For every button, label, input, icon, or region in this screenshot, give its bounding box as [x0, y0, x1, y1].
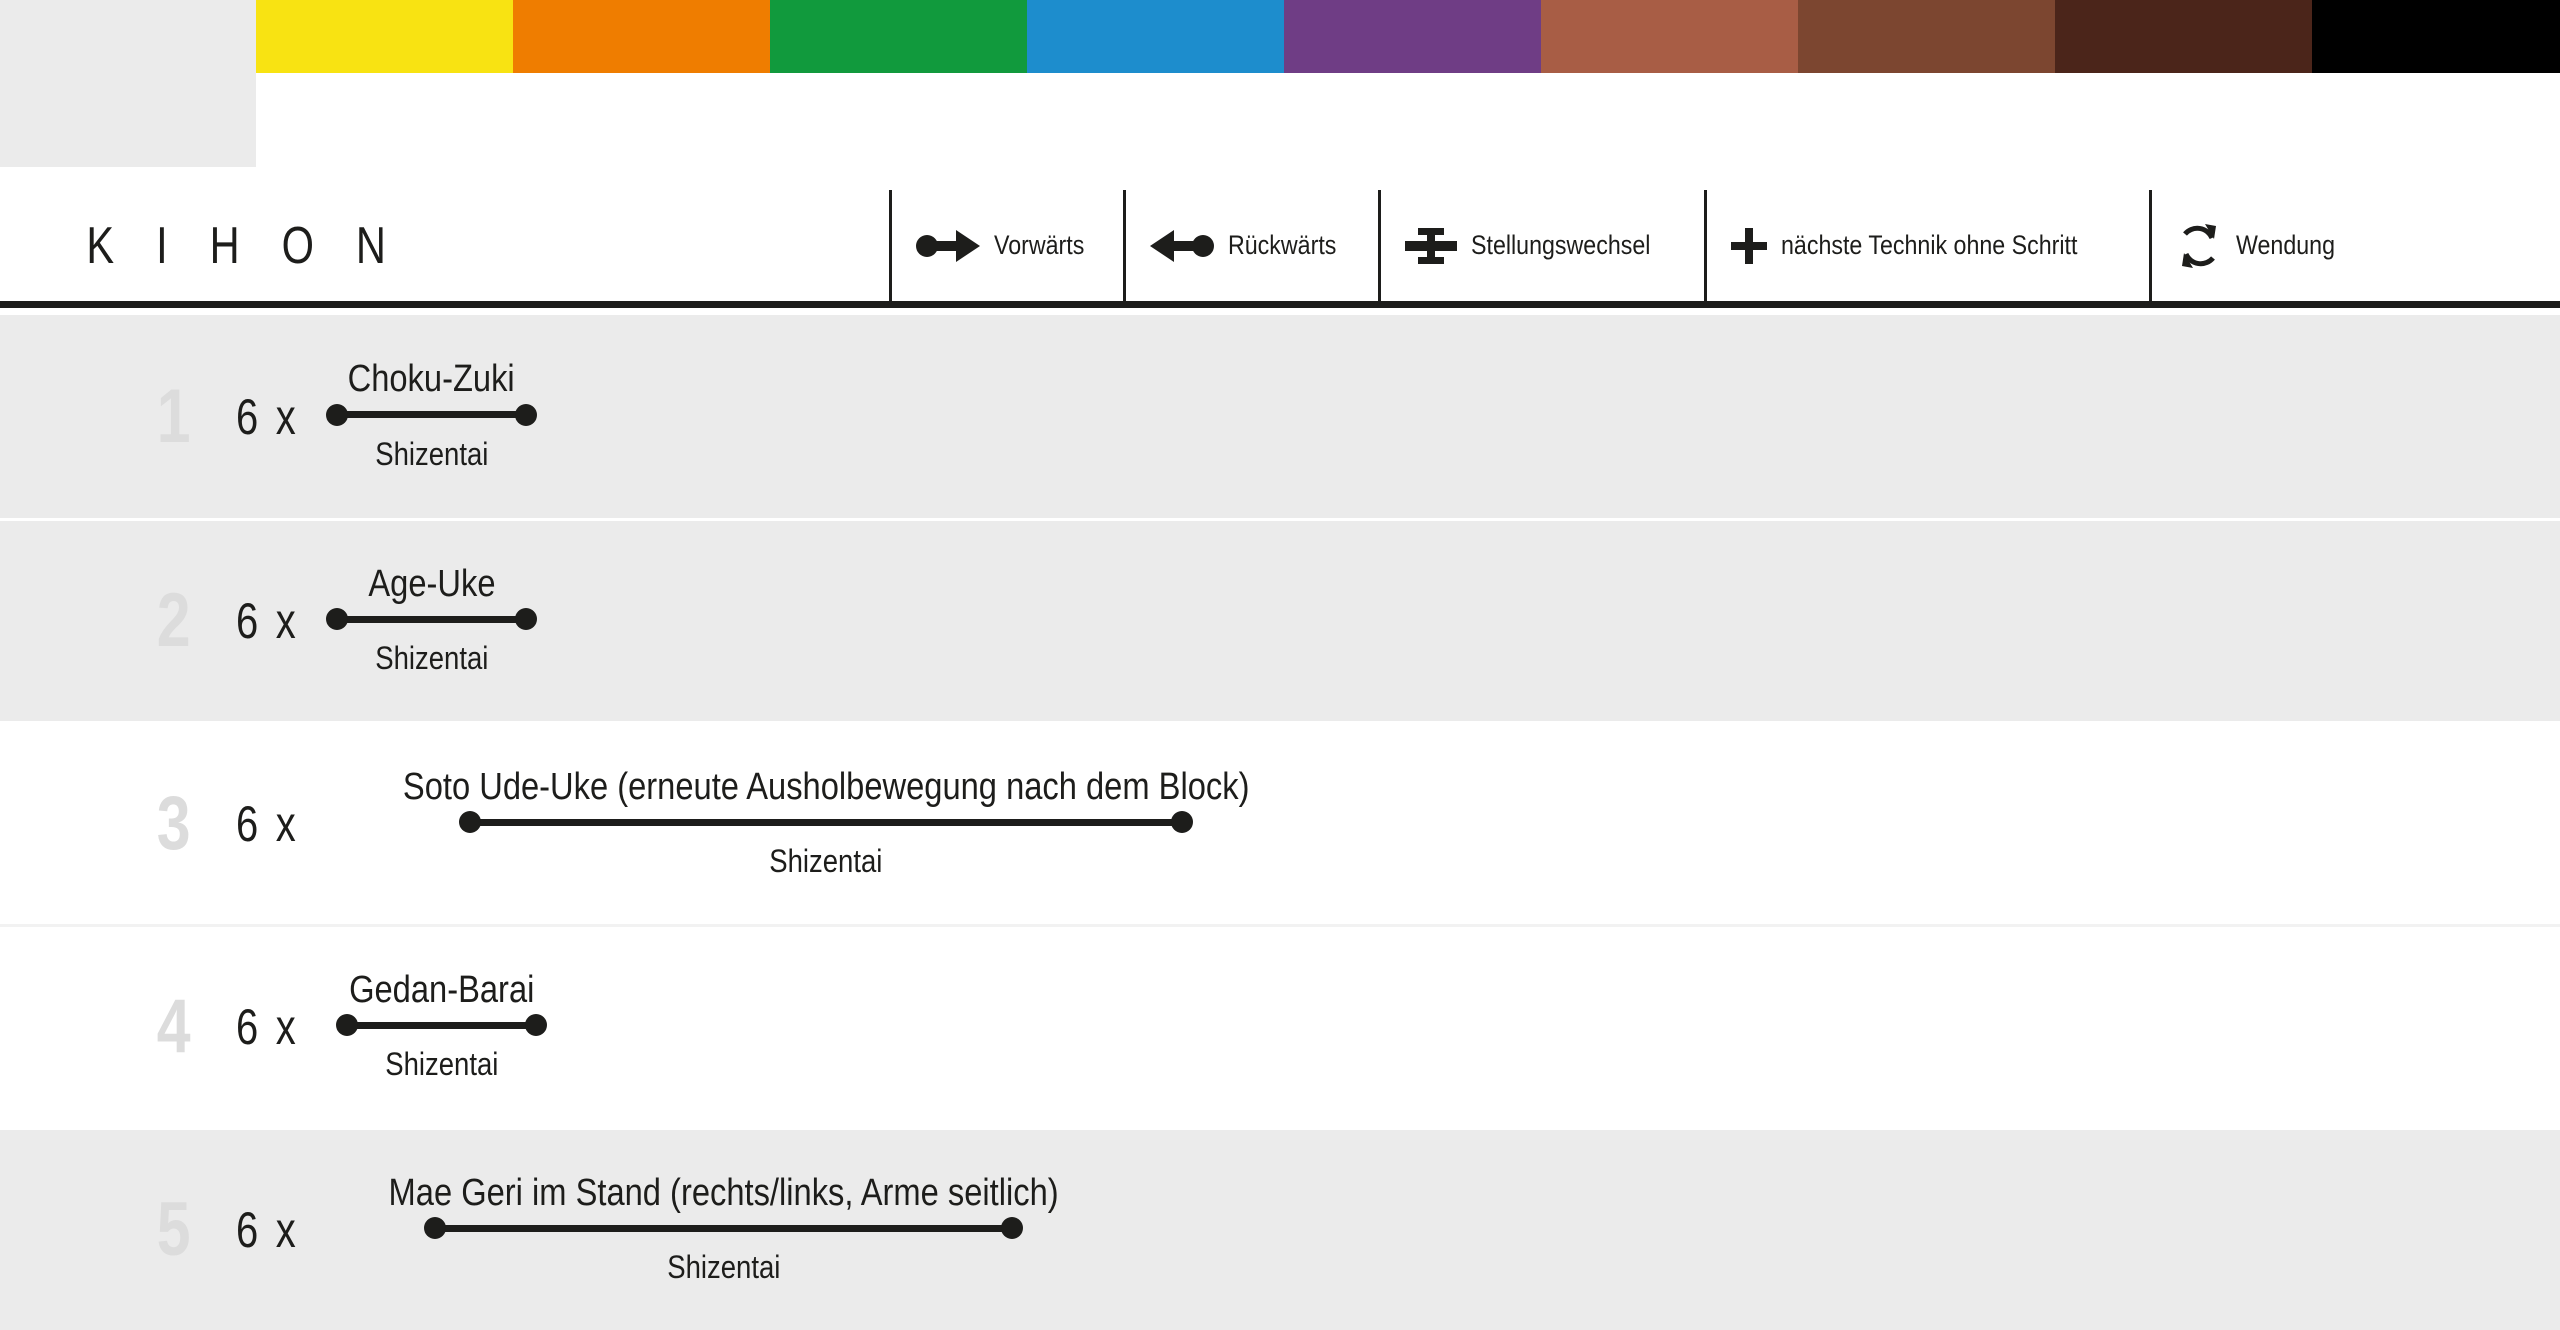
exercise-repetitions: 6 x [236, 796, 299, 852]
legend: Vorwärts Rückwärts Stellungswechsel nächste… [889, 190, 2376, 301]
legend-item-arrow-left: Rückwärts [1123, 190, 1378, 301]
stance-label: Shizentai [385, 1046, 499, 1083]
technique-label: Gedan-Barai [349, 968, 535, 1011]
legend-item-plus: nächste Technik ohne Schritt [1703, 190, 2150, 301]
exercise-row: 5 6 x Mae Geri im Stand (rechts/links, Arm… [0, 1127, 2560, 1330]
sequence-bar-line [432, 1224, 1016, 1232]
exercise-row: 3 6 x Soto Ude-Uke (erneute Ausholbewegung… [0, 721, 2560, 924]
exercise-sequence: Choku-Zuki Shizentai [326, 358, 537, 473]
legend-item-label: Rückwärts [1228, 230, 1337, 260]
dark-brown-belt-swatch [2055, 0, 2312, 73]
sequence-start-dot [424, 1217, 447, 1240]
exercise-number: 4 [156, 984, 191, 1069]
exercise-number: 3 [156, 781, 191, 866]
exercise-sequence: Age-Uke Shizentai [326, 562, 537, 678]
belt-color-band [0, 0, 2560, 167]
arrow-left-icon [1150, 228, 1215, 264]
orange-belt-swatch [513, 0, 770, 73]
exercise-row: 4 6 x Gedan-Barai Shizentai [0, 924, 2560, 1127]
sequence-end-dot [515, 608, 537, 631]
sequence-end-dot [515, 403, 537, 426]
sequence-end-dot [1001, 1217, 1024, 1240]
sequence-bar-line [467, 818, 1186, 826]
light-brown-belt-swatch [1541, 0, 1798, 73]
sequence-bar-line [344, 1021, 540, 1029]
purple-belt-swatch [1284, 0, 1541, 73]
exercise-number: 2 [156, 578, 191, 663]
sequence-bar [326, 608, 537, 631]
exercise-sequence: Soto Ude-Uke (erneute Ausholbewegung nac… [334, 765, 1318, 881]
sequence-bar [424, 1217, 1024, 1240]
technique-label: Choku-Zuki [347, 358, 516, 401]
sequence-start-dot [459, 811, 482, 834]
stance-label: Shizentai [667, 1249, 781, 1286]
exercise-number: 5 [156, 1187, 191, 1272]
kihon-header-bar: K I H O N Vorwärts Rückwärts Stellungswech… [0, 190, 2560, 308]
exercise-repetitions: 6 x [236, 999, 299, 1055]
exercise-repetitions: 6 x [236, 388, 299, 445]
black-belt-swatch [2312, 0, 2560, 73]
page-title: K I H O N [86, 216, 402, 275]
plus-icon [1730, 227, 1767, 264]
legend-item-label: Vorwärts [994, 230, 1085, 260]
blue-belt-swatch [1027, 0, 1284, 73]
medium-brown-belt-swatch [1798, 0, 2055, 73]
sequence-bar-line [334, 615, 529, 623]
corner-block [0, 0, 256, 167]
legend-item-rotate: Wendung [2149, 190, 2375, 301]
sequence-start-dot [336, 1014, 359, 1037]
exercise-number: 1 [156, 373, 191, 459]
legend-item-label: Stellungswechsel [1471, 230, 1651, 260]
stance-label: Shizentai [374, 640, 489, 677]
rotate-icon [2176, 222, 2222, 270]
green-belt-swatch [770, 0, 1027, 73]
sequence-end-dot [525, 1014, 548, 1037]
sequence-bar [459, 811, 1194, 834]
sequence-bar-line [334, 411, 529, 419]
exercise-repetitions: 6 x [236, 593, 299, 649]
arrow-right-icon [916, 228, 980, 264]
stance-change-icon [1405, 224, 1458, 268]
technique-label: Mae Geri im Stand (rechts/links, Arme se… [388, 1171, 1059, 1214]
stance-label: Shizentai [374, 435, 489, 472]
sequence-bar [336, 1014, 548, 1037]
exercise-list: 1 6 x Choku-Zuki Shizentai 2 6 x Age-Uke Shizen… [0, 315, 2560, 1330]
technique-label: Age-Uke [367, 562, 496, 605]
sequence-end-dot [1171, 811, 1194, 834]
legend-item-label: Wendung [2236, 230, 2336, 260]
exercise-repetitions: 6 x [236, 1202, 299, 1258]
sequence-start-dot [326, 403, 348, 426]
exercise-row: 2 6 x Age-Uke Shizentai [0, 518, 2560, 721]
legend-item-stance-change: Stellungswechsel [1378, 190, 1704, 301]
yellow-belt-swatch [256, 0, 513, 73]
exercise-sequence: Mae Geri im Stand (rechts/links, Arme se… [334, 1171, 1113, 1287]
legend-item-label: nächste Technik ohne Schritt [1780, 230, 2078, 260]
exercise-row: 1 6 x Choku-Zuki Shizentai [0, 315, 2560, 518]
exercise-sequence: Gedan-Barai Shizentai [334, 968, 549, 1084]
stance-label: Shizentai [769, 843, 883, 880]
sequence-bar [326, 403, 537, 426]
legend-item-arrow-right: Vorwärts [889, 190, 1123, 301]
sequence-start-dot [326, 608, 348, 631]
technique-label: Soto Ude-Uke (erneute Ausholbewegung nac… [402, 765, 1250, 808]
